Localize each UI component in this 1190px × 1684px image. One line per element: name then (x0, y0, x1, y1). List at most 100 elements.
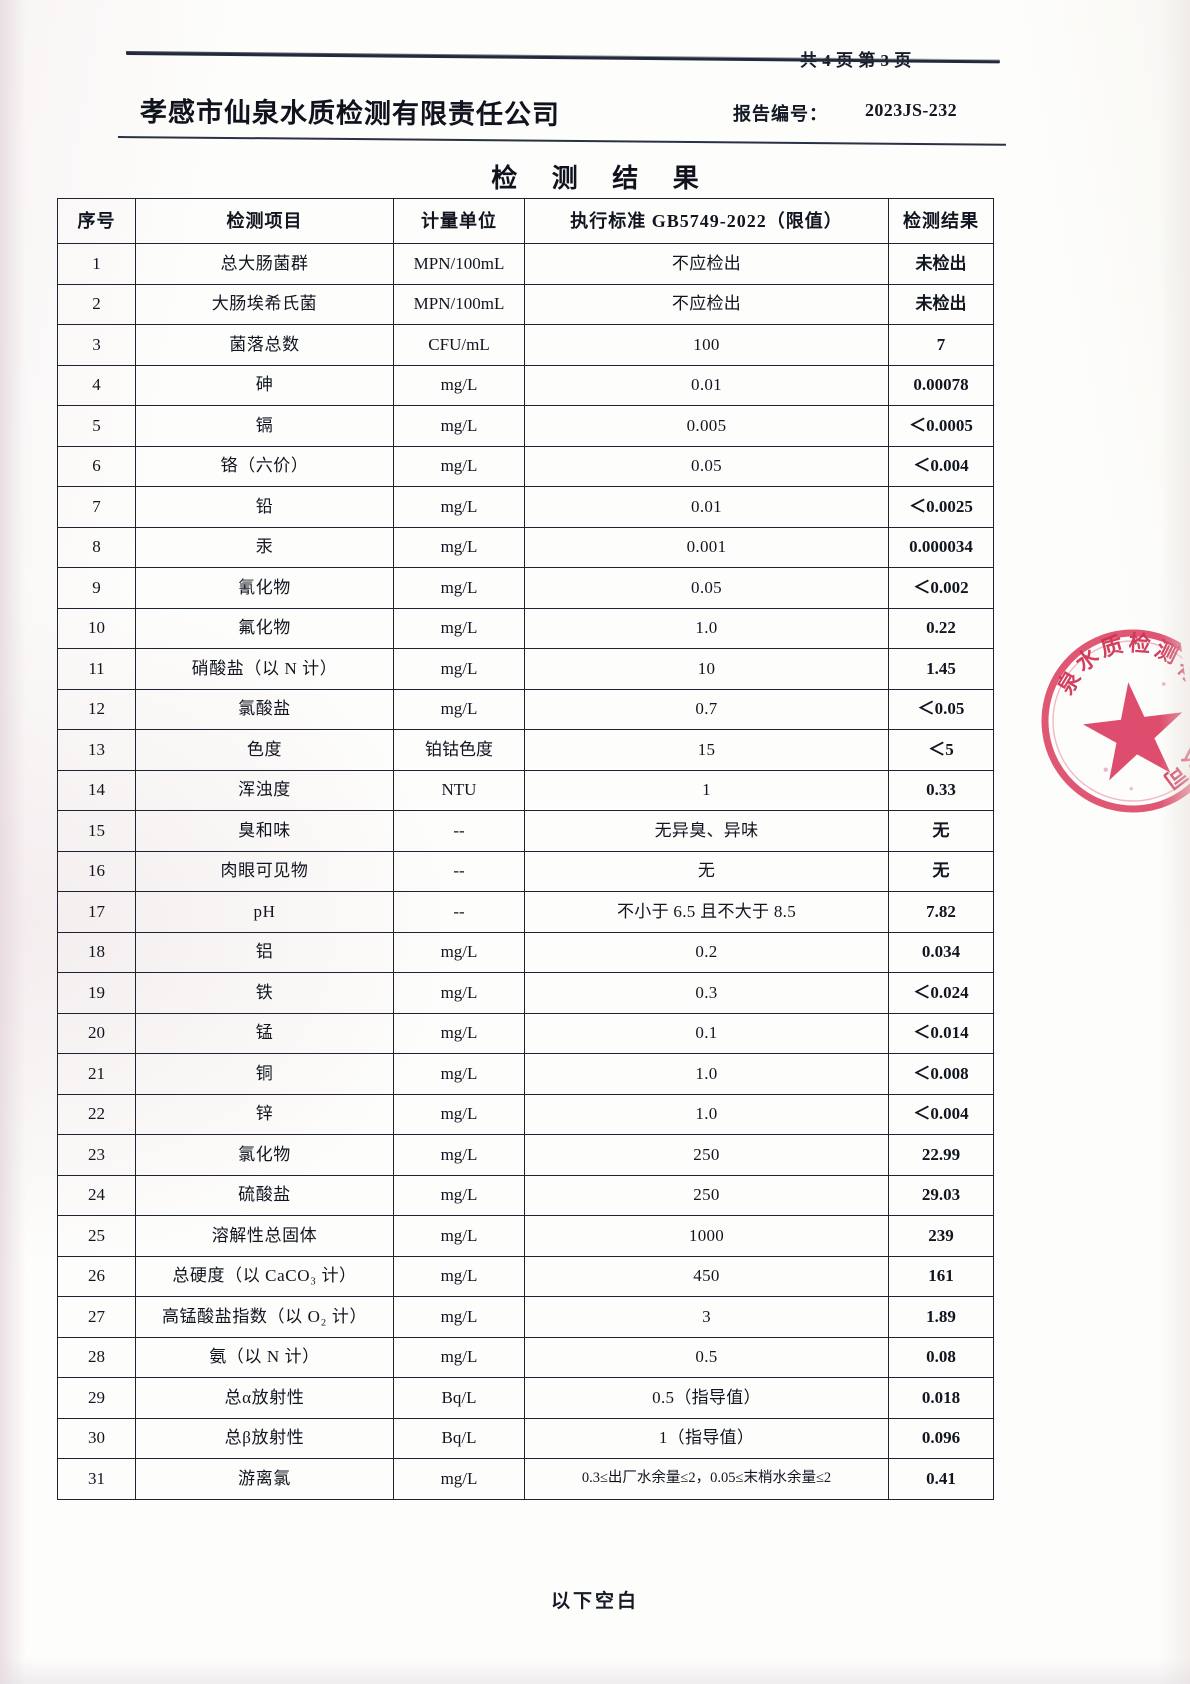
cell-unit: mg/L (393, 1012, 525, 1054)
cell-standard-limit: 15 (524, 729, 889, 771)
col-header-unit: 计量单位 (393, 198, 525, 244)
svg-text:检: 检 (1128, 630, 1152, 658)
svg-text:限: 限 (1184, 681, 1190, 711)
cell-standard-limit: 250 (524, 1134, 889, 1176)
cell-standard-limit: 0.05 (524, 567, 889, 609)
cell-test-result: 29.03 (888, 1174, 994, 1216)
cell-standard-limit: 0.1 (524, 1012, 889, 1054)
cell-test-result: ＜0.008 (888, 1053, 994, 1095)
cell-unit: mg/L (393, 526, 525, 568)
cell-unit: CFU/mL (393, 324, 525, 366)
cell-test-item: 色度 (135, 729, 394, 771)
table-row: 18 铝 mg/L 0.2 0.034 (57, 931, 994, 973)
cell-sequence-number: 23 (57, 1134, 136, 1176)
cell-standard-limit: 无 (524, 850, 889, 892)
cell-test-result: ＜0.002 (888, 567, 994, 609)
cell-standard-limit: 0.5 (524, 1336, 889, 1378)
table-row: 22 锌 mg/L 1.0 ＜0.004 (57, 1093, 994, 1135)
cell-sequence-number: 13 (57, 729, 136, 771)
cell-unit: 铂钴色度 (393, 729, 525, 771)
cell-test-result: ＜0.024 (888, 972, 994, 1014)
cell-test-item: 总大肠菌群 (135, 243, 394, 285)
col-header-standard: 执行标准 GB5749-2022（限值） (524, 198, 889, 244)
cell-test-item: 菌落总数 (135, 324, 394, 366)
cell-unit: mg/L (393, 1336, 525, 1378)
cell-unit: mg/L (393, 1134, 525, 1176)
header-bottom-rule (117, 136, 1006, 146)
cell-test-item: 高锰酸盐指数（以 O₂ 计） (135, 1296, 394, 1338)
cell-test-result: 161 (888, 1255, 994, 1297)
cell-unit: -- (393, 891, 525, 933)
cell-test-item: 浑浊度 (135, 769, 394, 811)
cell-standard-limit: 不应检出 (524, 243, 889, 285)
cell-unit: mg/L (393, 1458, 525, 1500)
cell-unit: Bq/L (393, 1377, 525, 1419)
cell-unit: mg/L (393, 1215, 525, 1257)
cell-sequence-number: 14 (57, 769, 136, 811)
cell-sequence-number: 3 (57, 324, 136, 366)
cell-sequence-number: 27 (57, 1296, 136, 1338)
cell-test-result: 未检出 (888, 243, 994, 285)
table-row: 5 镉 mg/L 0.005 ＜0.0005 (57, 405, 994, 447)
col-header-no: 序号 (57, 198, 136, 244)
cell-test-item: 铝 (135, 931, 394, 973)
cell-unit: Bq/L (393, 1417, 525, 1459)
cell-test-item: 总硬度（以 CaCO₃ 计） (135, 1255, 394, 1297)
cell-standard-limit: 不小于 6.5 且不大于 8.5 (524, 891, 889, 933)
cell-unit: mg/L (393, 445, 525, 487)
cell-sequence-number: 4 (57, 364, 136, 406)
cell-test-result: ＜0.0005 (888, 405, 994, 447)
section-title: 检 测 结 果 (491, 164, 713, 193)
results-table: 序号 检测项目 计量单位 执行标准 GB5749-2022（限值） 检测结果 1… (57, 198, 994, 1500)
cell-test-result: 0.22 (888, 607, 994, 649)
table-row: 27 高锰酸盐指数（以 O₂ 计） mg/L 3 1.89 (57, 1296, 994, 1338)
cell-unit: mg/L (393, 364, 525, 406)
results-table-head: 序号 检测项目 计量单位 执行标准 GB5749-2022（限值） 检测结果 (57, 198, 994, 244)
cell-standard-limit: 100 (524, 324, 889, 366)
cell-test-result: 0.096 (888, 1417, 994, 1459)
svg-text:测: 测 (1151, 637, 1182, 669)
table-row: 9 氰化物 mg/L 0.05 ＜0.002 (57, 567, 994, 609)
cell-standard-limit: 0.005 (524, 405, 889, 447)
cell-unit: mg/L (393, 567, 525, 609)
cell-unit: mg/L (393, 688, 525, 730)
table-row: 29 总α放射性 Bq/L 0.5（指导值） 0.018 (57, 1377, 994, 1419)
table-row: 20 锰 mg/L 0.1 ＜0.014 (57, 1012, 994, 1054)
cell-test-result: 7 (888, 324, 994, 366)
col-header-result: 检测结果 (888, 198, 994, 244)
cell-unit: NTU (393, 769, 525, 811)
cell-sequence-number: 28 (57, 1336, 136, 1378)
report-number-label: 报告编号： (733, 104, 828, 124)
cell-test-result: 0.00078 (888, 364, 994, 406)
cell-test-item: 氯化物 (135, 1134, 394, 1176)
cell-unit: mg/L (393, 972, 525, 1014)
cell-test-item: 铬（六价） (135, 445, 394, 487)
cell-test-item: 铅 (135, 486, 394, 528)
cell-test-item: 铁 (135, 972, 394, 1014)
cell-unit: mg/L (393, 648, 525, 690)
cell-standard-limit: 0.3 (524, 972, 889, 1014)
table-row: 7 铅 mg/L 0.01 ＜0.0025 (57, 486, 994, 528)
table-row: 2 大肠埃希氏菌 MPN/100mL 不应检出 未检出 (57, 283, 994, 325)
table-row: 31 游离氯 mg/L 0.3≤出厂水余量≤2，0.05≤末梢水余量≤2 0.41 (57, 1458, 994, 1500)
cell-standard-limit: 0.01 (524, 486, 889, 528)
cell-sequence-number: 10 (57, 607, 136, 649)
svg-text:水: 水 (1071, 644, 1104, 678)
cell-standard-limit: 450 (524, 1255, 889, 1297)
cell-standard-limit: 1.0 (524, 1053, 889, 1095)
cell-standard-limit: 10 (524, 648, 889, 690)
cell-test-item: 汞 (135, 526, 394, 568)
cell-test-item: 砷 (135, 364, 394, 406)
svg-text:泉: 泉 (1053, 666, 1087, 699)
cell-sequence-number: 24 (57, 1174, 136, 1216)
cell-sequence-number: 12 (57, 688, 136, 730)
table-row: 6 铬（六价） mg/L 0.05 ＜0.004 (57, 445, 994, 487)
cell-test-item: 总β放射性 (135, 1417, 394, 1459)
cell-test-result: 7.82 (888, 891, 994, 933)
cell-test-item: 氯酸盐 (135, 688, 394, 730)
cell-test-result: ＜5 (888, 729, 994, 771)
cell-unit: mg/L (393, 1296, 525, 1338)
table-row: 23 氯化物 mg/L 250 22.99 (57, 1134, 994, 1176)
table-row: 13 色度 铂钴色度 15 ＜5 (57, 729, 994, 771)
